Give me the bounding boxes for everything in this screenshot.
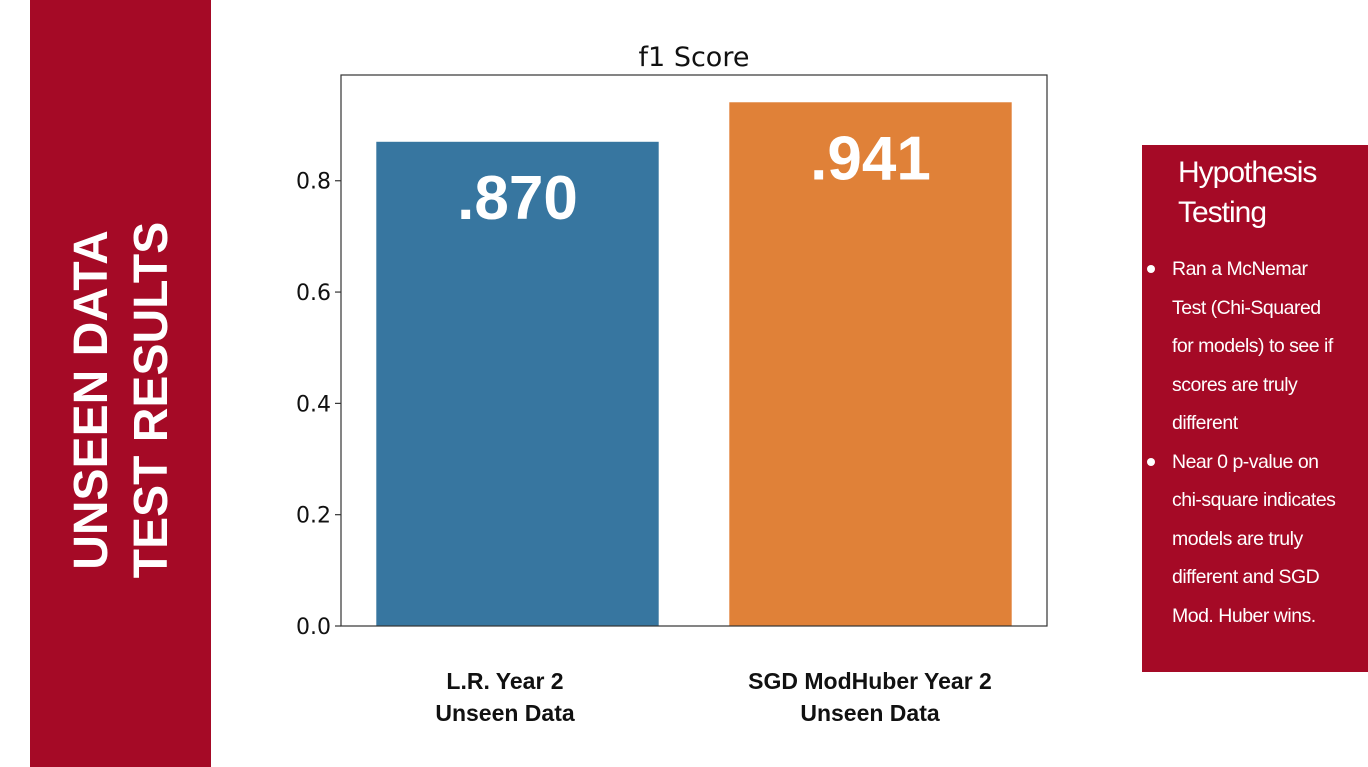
bullet-2-line-5: Mod. Huber wins. xyxy=(1172,604,1316,627)
f1-score-chart: f1 Score .870 .941 0.0 0.2 0.4 0.6 0.8 xyxy=(296,42,1048,640)
x-category-label-lr: L.R. Year 2 Unseen Data xyxy=(335,665,675,729)
x-category-lr-line-1: L.R. Year 2 xyxy=(446,668,564,694)
bar-lr xyxy=(376,141,659,626)
panel-title-line-2: Testing xyxy=(1178,196,1267,229)
y-tick-label: 0.4 xyxy=(296,392,331,417)
y-tick-label: 0.8 xyxy=(296,170,331,195)
y-tick-label: 0.6 xyxy=(296,281,331,306)
side-title-line-2: TEST RESULTS xyxy=(125,221,178,579)
bullet-dot-icon xyxy=(1147,265,1155,273)
bullet-2-line-1: Near 0 p-value on xyxy=(1172,450,1319,473)
bullet-1-line-5: different xyxy=(1172,412,1238,434)
panel-title: Hypothesis Testing xyxy=(1178,153,1317,233)
bullet-1-line-1: Ran a McNemar xyxy=(1172,258,1308,280)
side-title: UNSEEN DATA TEST RESULTS xyxy=(62,100,182,700)
side-banner xyxy=(30,0,211,767)
bullet-2-line-2: chi-square indicates xyxy=(1172,489,1336,511)
y-tick-label: 0.0 xyxy=(296,615,331,640)
hypothesis-bullet-list: Ran a McNemar Test (Chi-Squared for mode… xyxy=(1142,250,1368,635)
bullet-2-line-3: models are truly xyxy=(1172,527,1303,550)
bar-value-label-lr: .870 xyxy=(457,164,578,233)
y-tick-label: 0.2 xyxy=(296,504,331,529)
bullet-item-pvalue: Near 0 p-value on chi-square indicates m… xyxy=(1142,443,1368,636)
bullet-1-line-4: scores are truly xyxy=(1172,373,1298,396)
x-category-lr-line-2: Unseen Data xyxy=(435,700,575,726)
bullet-2-line-4: different and SGD xyxy=(1172,566,1320,588)
x-category-label-sgd: SGD ModHuber Year 2 Unseen Data xyxy=(700,665,1040,729)
bullet-1-line-2: Test (Chi-Squared xyxy=(1172,296,1321,319)
bullet-item-mcnemar: Ran a McNemar Test (Chi-Squared for mode… xyxy=(1142,250,1368,443)
bullet-1-line-3: for models) to see if xyxy=(1172,335,1333,357)
bar-sgd xyxy=(729,102,1012,626)
bullet-dot-icon xyxy=(1147,457,1155,466)
plot-frame xyxy=(340,74,1048,627)
chart-title: f1 Score xyxy=(639,42,750,73)
panel-title-line-1: Hypothesis xyxy=(1178,156,1317,189)
bar-value-label-sgd: .941 xyxy=(810,124,931,193)
x-category-sgd-line-2: Unseen Data xyxy=(800,700,940,726)
side-title-line-1: UNSEEN DATA xyxy=(65,230,118,570)
x-category-sgd-line-1: SGD ModHuber Year 2 xyxy=(748,668,992,694)
hypothesis-panel: Hypothesis Testing Ran a McNemar Test (C… xyxy=(1142,145,1368,672)
